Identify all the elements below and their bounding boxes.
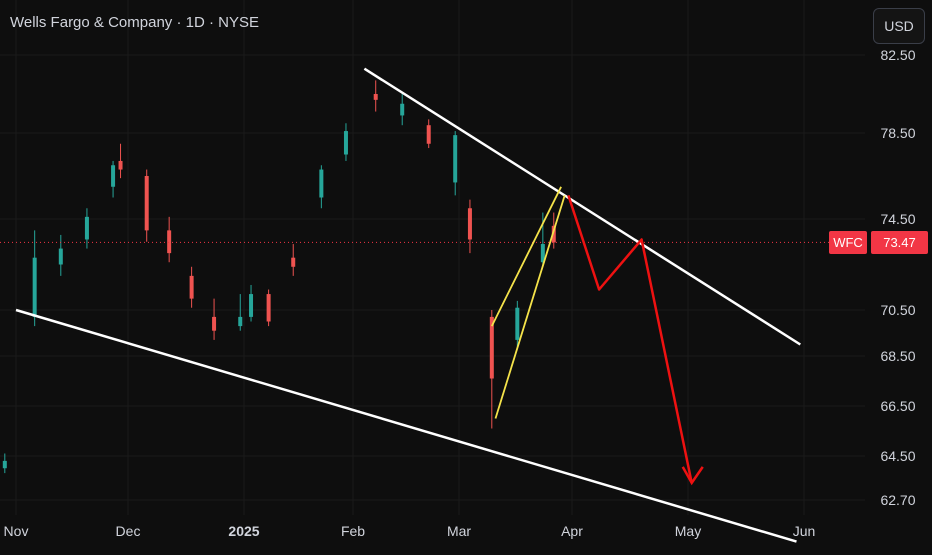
y-tick-label: 68.50 — [880, 348, 915, 364]
descending-support-trendline[interactable] — [15, 308, 797, 543]
x-tick-label: May — [675, 523, 701, 539]
currency-button[interactable]: USD — [873, 8, 925, 44]
candle-body — [343, 131, 348, 155]
candle-body — [118, 160, 123, 170]
candle-body — [32, 257, 37, 317]
grid-layer — [0, 0, 865, 515]
rising-channel-upper[interactable] — [490, 186, 562, 327]
symbol-badge: WFC — [829, 231, 867, 254]
candle-body — [540, 244, 545, 263]
last-price-badge: 73.47 — [871, 231, 928, 254]
drawings-layer[interactable] — [15, 67, 801, 543]
y-tick-label: 62.70 — [880, 492, 915, 508]
candle-body — [2, 460, 7, 469]
y-tick-label: 78.50 — [880, 125, 915, 141]
candle-body — [58, 248, 63, 265]
x-tick-label: Mar — [447, 523, 471, 539]
candle-body — [111, 165, 116, 187]
candles-layer — [0, 80, 865, 474]
candle-body — [319, 169, 324, 198]
projection-arrowhead — [681, 466, 704, 486]
candle-body — [266, 294, 271, 322]
candle-body — [238, 316, 243, 327]
x-tick-label: Apr — [561, 523, 583, 539]
rising-channel-lower[interactable] — [494, 195, 566, 419]
x-tick-label: Jun — [793, 523, 816, 539]
candle-body — [84, 216, 89, 240]
candle-body — [167, 230, 172, 254]
candle-body — [291, 257, 296, 267]
chart-title: Wells Fargo & Company · 1D · NYSE — [10, 14, 259, 31]
candle-body — [489, 316, 494, 379]
x-tick-label: 2025 — [228, 523, 259, 539]
x-tick-label: Feb — [341, 523, 365, 539]
candle-body — [144, 176, 149, 231]
y-tick-label: 66.50 — [880, 398, 915, 414]
candle-body — [249, 294, 254, 317]
y-tick-label: 64.50 — [880, 448, 915, 464]
projected-path[interactable] — [567, 195, 693, 484]
y-tick-label: 82.50 — [880, 47, 915, 63]
x-tick-label: Nov — [4, 523, 29, 539]
candle-body — [467, 208, 472, 240]
y-tick-label: 74.50 — [880, 211, 915, 227]
candle-body — [373, 94, 378, 100]
candle-body — [400, 103, 405, 116]
candle-body — [426, 125, 431, 144]
x-tick-label: Dec — [116, 523, 141, 539]
candle-body — [453, 135, 458, 183]
axes-layer: 82.50 78.50 74.50 70.50 68.50 66.50 64.50 62.70… — [4, 47, 916, 539]
candle-body — [515, 307, 520, 340]
candle-body — [551, 225, 556, 243]
candle-body — [212, 316, 217, 331]
y-tick-label: 70.50 — [880, 302, 915, 318]
descending-resistance-trendline[interactable] — [363, 67, 801, 346]
candle-body — [189, 275, 194, 299]
